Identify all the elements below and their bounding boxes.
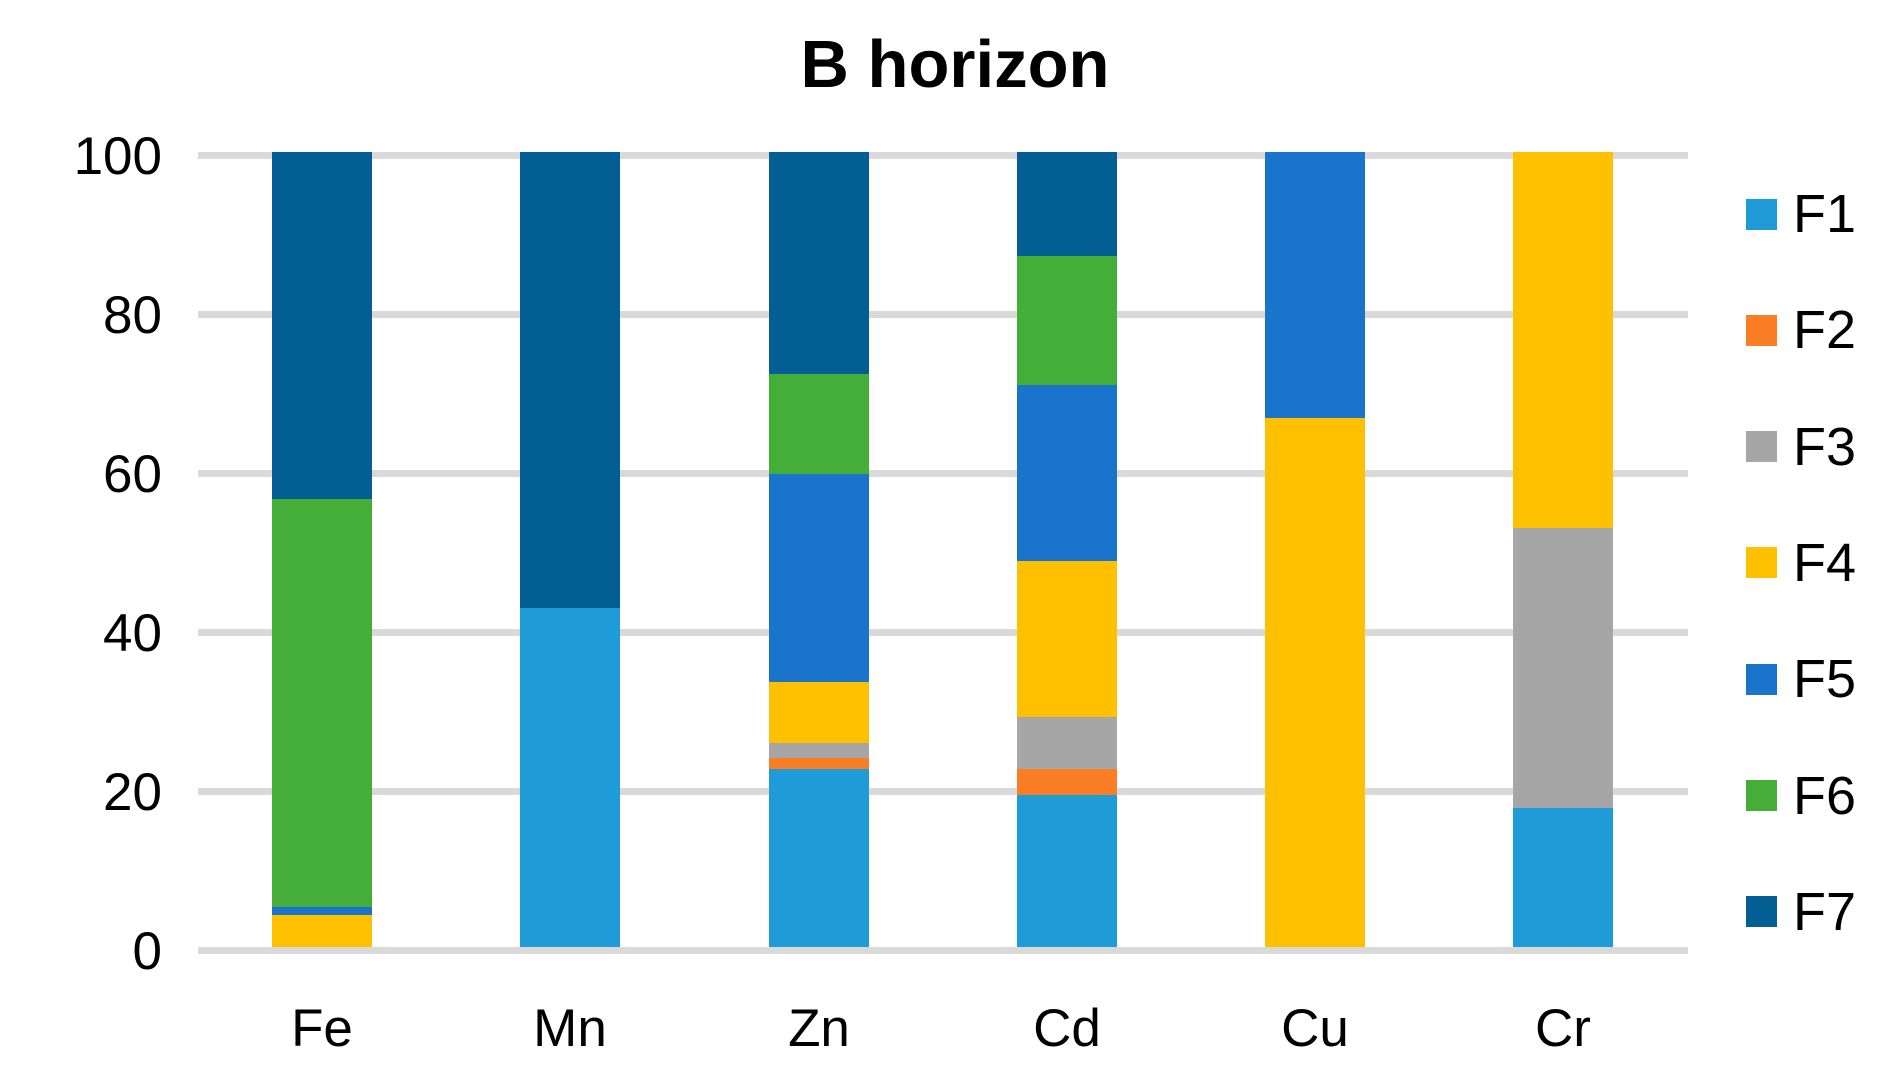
x-category-label-Cr: Cr: [1535, 999, 1591, 1058]
bar-segment-Mn-F1: [520, 608, 620, 947]
y-tick-label-80: 80: [103, 285, 162, 345]
gridline-100: [198, 152, 1688, 159]
bar-segment-Fe-F6: [272, 499, 372, 908]
x-category-label-Mn: Mn: [533, 999, 607, 1058]
bar-segment-Cd-F7: [1017, 152, 1117, 257]
bar-segment-Zn-F2: [769, 757, 869, 769]
bar-segment-Mn-F7: [520, 152, 620, 609]
bar-segment-Cr-F3: [1513, 528, 1613, 808]
bar-segment-Zn-F3: [769, 743, 869, 758]
x-category-label-Zn: Zn: [788, 999, 850, 1058]
bar-segment-Cr-F1: [1513, 807, 1613, 947]
bar-segment-Cd-F4: [1017, 561, 1117, 718]
y-tick-label-20: 20: [103, 762, 162, 822]
bar-segment-Zn-F7: [769, 152, 869, 374]
bar-segment-Cd-F2: [1017, 768, 1117, 796]
legend-swatch-F5: [1746, 663, 1777, 695]
bar-segment-Fe-F4: [272, 915, 372, 947]
legend-label-F4: F4: [1793, 532, 1857, 593]
legend-label-F6: F6: [1793, 765, 1857, 826]
x-category-label-Cu: Cu: [1281, 999, 1349, 1058]
bar-segment-Zn-F4: [769, 682, 869, 744]
y-tick-label-100: 100: [73, 126, 162, 186]
gridline-60: [198, 470, 1688, 477]
bar-segment-Cu-F4: [1265, 418, 1365, 947]
bar-segment-Cd-F5: [1017, 384, 1117, 562]
legend-swatch-F6: [1746, 780, 1777, 811]
legend-swatch-F4: [1746, 547, 1777, 579]
legend-swatch-F7: [1746, 896, 1777, 928]
bar-segment-Zn-F5: [769, 473, 869, 683]
legend-label-F2: F2: [1793, 300, 1857, 361]
bar-segment-Cr-F4: [1513, 152, 1613, 529]
gridline-40: [198, 629, 1688, 636]
gridline-80: [198, 311, 1688, 318]
legend-label-F5: F5: [1793, 649, 1857, 710]
x-category-label-Fe: Fe: [291, 999, 353, 1058]
legend-label-F3: F3: [1793, 416, 1857, 477]
bar-segment-Zn-F1: [769, 768, 869, 947]
bar-segment-Cu-F5: [1265, 152, 1365, 419]
bar-segment-Fe-F7: [272, 152, 372, 500]
bar-segment-Zn-F6: [769, 373, 869, 474]
bar-segment-Cd-F6: [1017, 256, 1117, 385]
bar-segment-Fe-F5: [272, 907, 372, 916]
x-category-label-Cd: Cd: [1033, 999, 1101, 1058]
gridline-20: [198, 788, 1688, 795]
chart-title: B horizon: [800, 27, 1110, 102]
legend-label-F7: F7: [1793, 881, 1857, 942]
legend-swatch-F2: [1746, 314, 1777, 346]
y-tick-label-40: 40: [103, 603, 162, 663]
legend-swatch-F1: [1746, 198, 1777, 230]
legend-label-F1: F1: [1793, 184, 1857, 244]
bar-segment-Cd-F3: [1017, 717, 1117, 769]
gridline-0: [198, 947, 1688, 954]
bar-segment-Cd-F1: [1017, 795, 1117, 947]
legend-swatch-F3: [1746, 431, 1777, 463]
y-tick-label-0: 0: [132, 921, 162, 981]
y-tick-label-60: 60: [103, 444, 162, 504]
